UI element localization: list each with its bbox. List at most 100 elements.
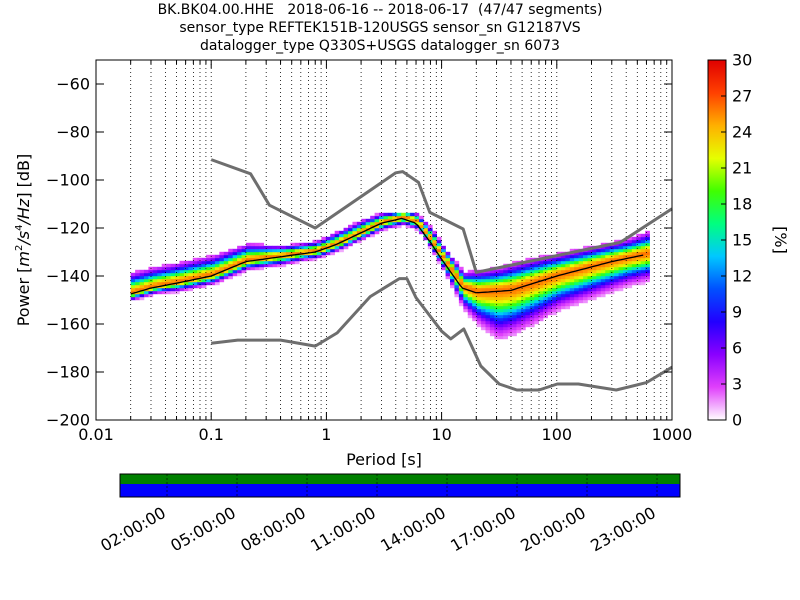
psd-cell: [130, 272, 136, 277]
psd-cell: [516, 272, 522, 277]
psd-cell: [645, 260, 650, 265]
psd-cell: [361, 218, 367, 223]
psd-cell: [498, 317, 504, 322]
psd-cell: [503, 320, 508, 325]
psd-cell: [538, 317, 544, 322]
psd-cell: [223, 266, 229, 271]
psd-cell: [188, 272, 194, 277]
psd-cell: [618, 248, 624, 253]
psd-cell: [237, 248, 242, 253]
psd-cell: [219, 278, 225, 283]
psd-cell: [356, 224, 362, 229]
psd-cell: [587, 284, 593, 289]
psd-cell: [250, 245, 256, 250]
psd-cell: [503, 290, 508, 295]
psd-cell: [245, 266, 251, 271]
psd-cell: [467, 269, 473, 274]
psd-cell: [410, 218, 415, 223]
y-tick-label: −160: [46, 315, 90, 334]
psd-cell: [507, 317, 513, 322]
psd-cell: [640, 257, 646, 262]
psd-cell: [507, 269, 513, 274]
psd-cell: [503, 335, 508, 340]
psd-cell: [503, 308, 508, 313]
psd-cell: [268, 260, 273, 265]
psd-cell: [569, 290, 575, 295]
psd-cell: [321, 254, 327, 259]
psd-cell: [503, 305, 508, 310]
psd-cell: [481, 284, 486, 289]
psd-cell: [361, 221, 367, 226]
psd-cell: [645, 254, 650, 259]
psd-cell: [574, 302, 579, 307]
psd-cell: [143, 269, 149, 274]
psd-cell: [489, 308, 495, 313]
psd-cell: [192, 260, 198, 265]
psd-cell: [534, 314, 540, 319]
psd-cell: [210, 281, 216, 286]
psd-cell: [574, 254, 579, 259]
psd-cell: [600, 275, 606, 280]
psd-cell: [600, 266, 606, 271]
psd-cell: [259, 248, 265, 253]
psd-cell: [463, 278, 469, 283]
psd-cell: [614, 245, 619, 250]
y-tick-label: −60: [56, 75, 90, 94]
psd-cell: [458, 278, 464, 283]
psd-cell: [512, 260, 517, 265]
psd-cell: [503, 332, 508, 337]
colorbar-ticks: 0 3 6 9 12 15 18 21 24 27 30: [721, 51, 752, 430]
psd-cell: [591, 293, 597, 298]
psd-cell: [450, 278, 455, 283]
psd-cell: [192, 257, 198, 262]
psd-cell: [565, 278, 571, 283]
psd-cell: [214, 281, 220, 286]
psd-cell: [583, 278, 588, 283]
psd-cell: [188, 263, 194, 268]
psd-cell: [263, 245, 269, 250]
psd-cell: [538, 299, 544, 304]
psd-cell: [228, 248, 233, 253]
psd-cell: [516, 326, 522, 331]
psd-cell: [458, 269, 464, 274]
psd-cell: [170, 269, 176, 274]
psd-cell: [645, 275, 650, 280]
psd-cell: [569, 299, 575, 304]
psd-cell: [596, 248, 602, 253]
colorbar-tick-label: 3: [732, 375, 742, 394]
psd-cell: [281, 260, 287, 265]
psd-cell: [631, 245, 637, 250]
psd-cell: [436, 245, 442, 250]
chart-title-line-1: BK.BK04.00.HHE 2018-06-16 -- 2018-06-17 …: [157, 2, 603, 18]
psd-cell: [503, 266, 508, 271]
psd-cell: [387, 221, 393, 226]
psd-cell: [263, 248, 269, 253]
psd-cell: [365, 218, 371, 223]
psd-cell: [299, 245, 304, 250]
psd-cell: [254, 260, 260, 265]
psd-cell: [135, 281, 140, 286]
psd-cell: [423, 236, 429, 241]
psd-cell: [494, 281, 500, 286]
psd-cell: [547, 260, 553, 265]
psd-cell: [241, 251, 247, 256]
psd-cell: [139, 284, 145, 289]
psd-cell: [512, 284, 517, 289]
psd-cell: [414, 215, 420, 220]
psd-cell: [529, 275, 535, 280]
psd-cell: [578, 287, 584, 292]
psd-cell: [436, 257, 442, 262]
psd-cell: [321, 242, 327, 247]
psd-cell: [303, 245, 309, 250]
psd-cell: [476, 311, 482, 316]
psd-cell: [507, 278, 513, 283]
psd-cell: [454, 290, 460, 295]
coverage-gaps-strip: [120, 484, 680, 497]
psd-cell: [534, 272, 540, 277]
psd-cell: [476, 305, 482, 310]
psd-cell: [640, 245, 646, 250]
psd-cell: [401, 221, 406, 226]
psd-cell: [516, 263, 522, 268]
psd-cell: [183, 269, 189, 274]
psd-cell: [285, 257, 291, 262]
